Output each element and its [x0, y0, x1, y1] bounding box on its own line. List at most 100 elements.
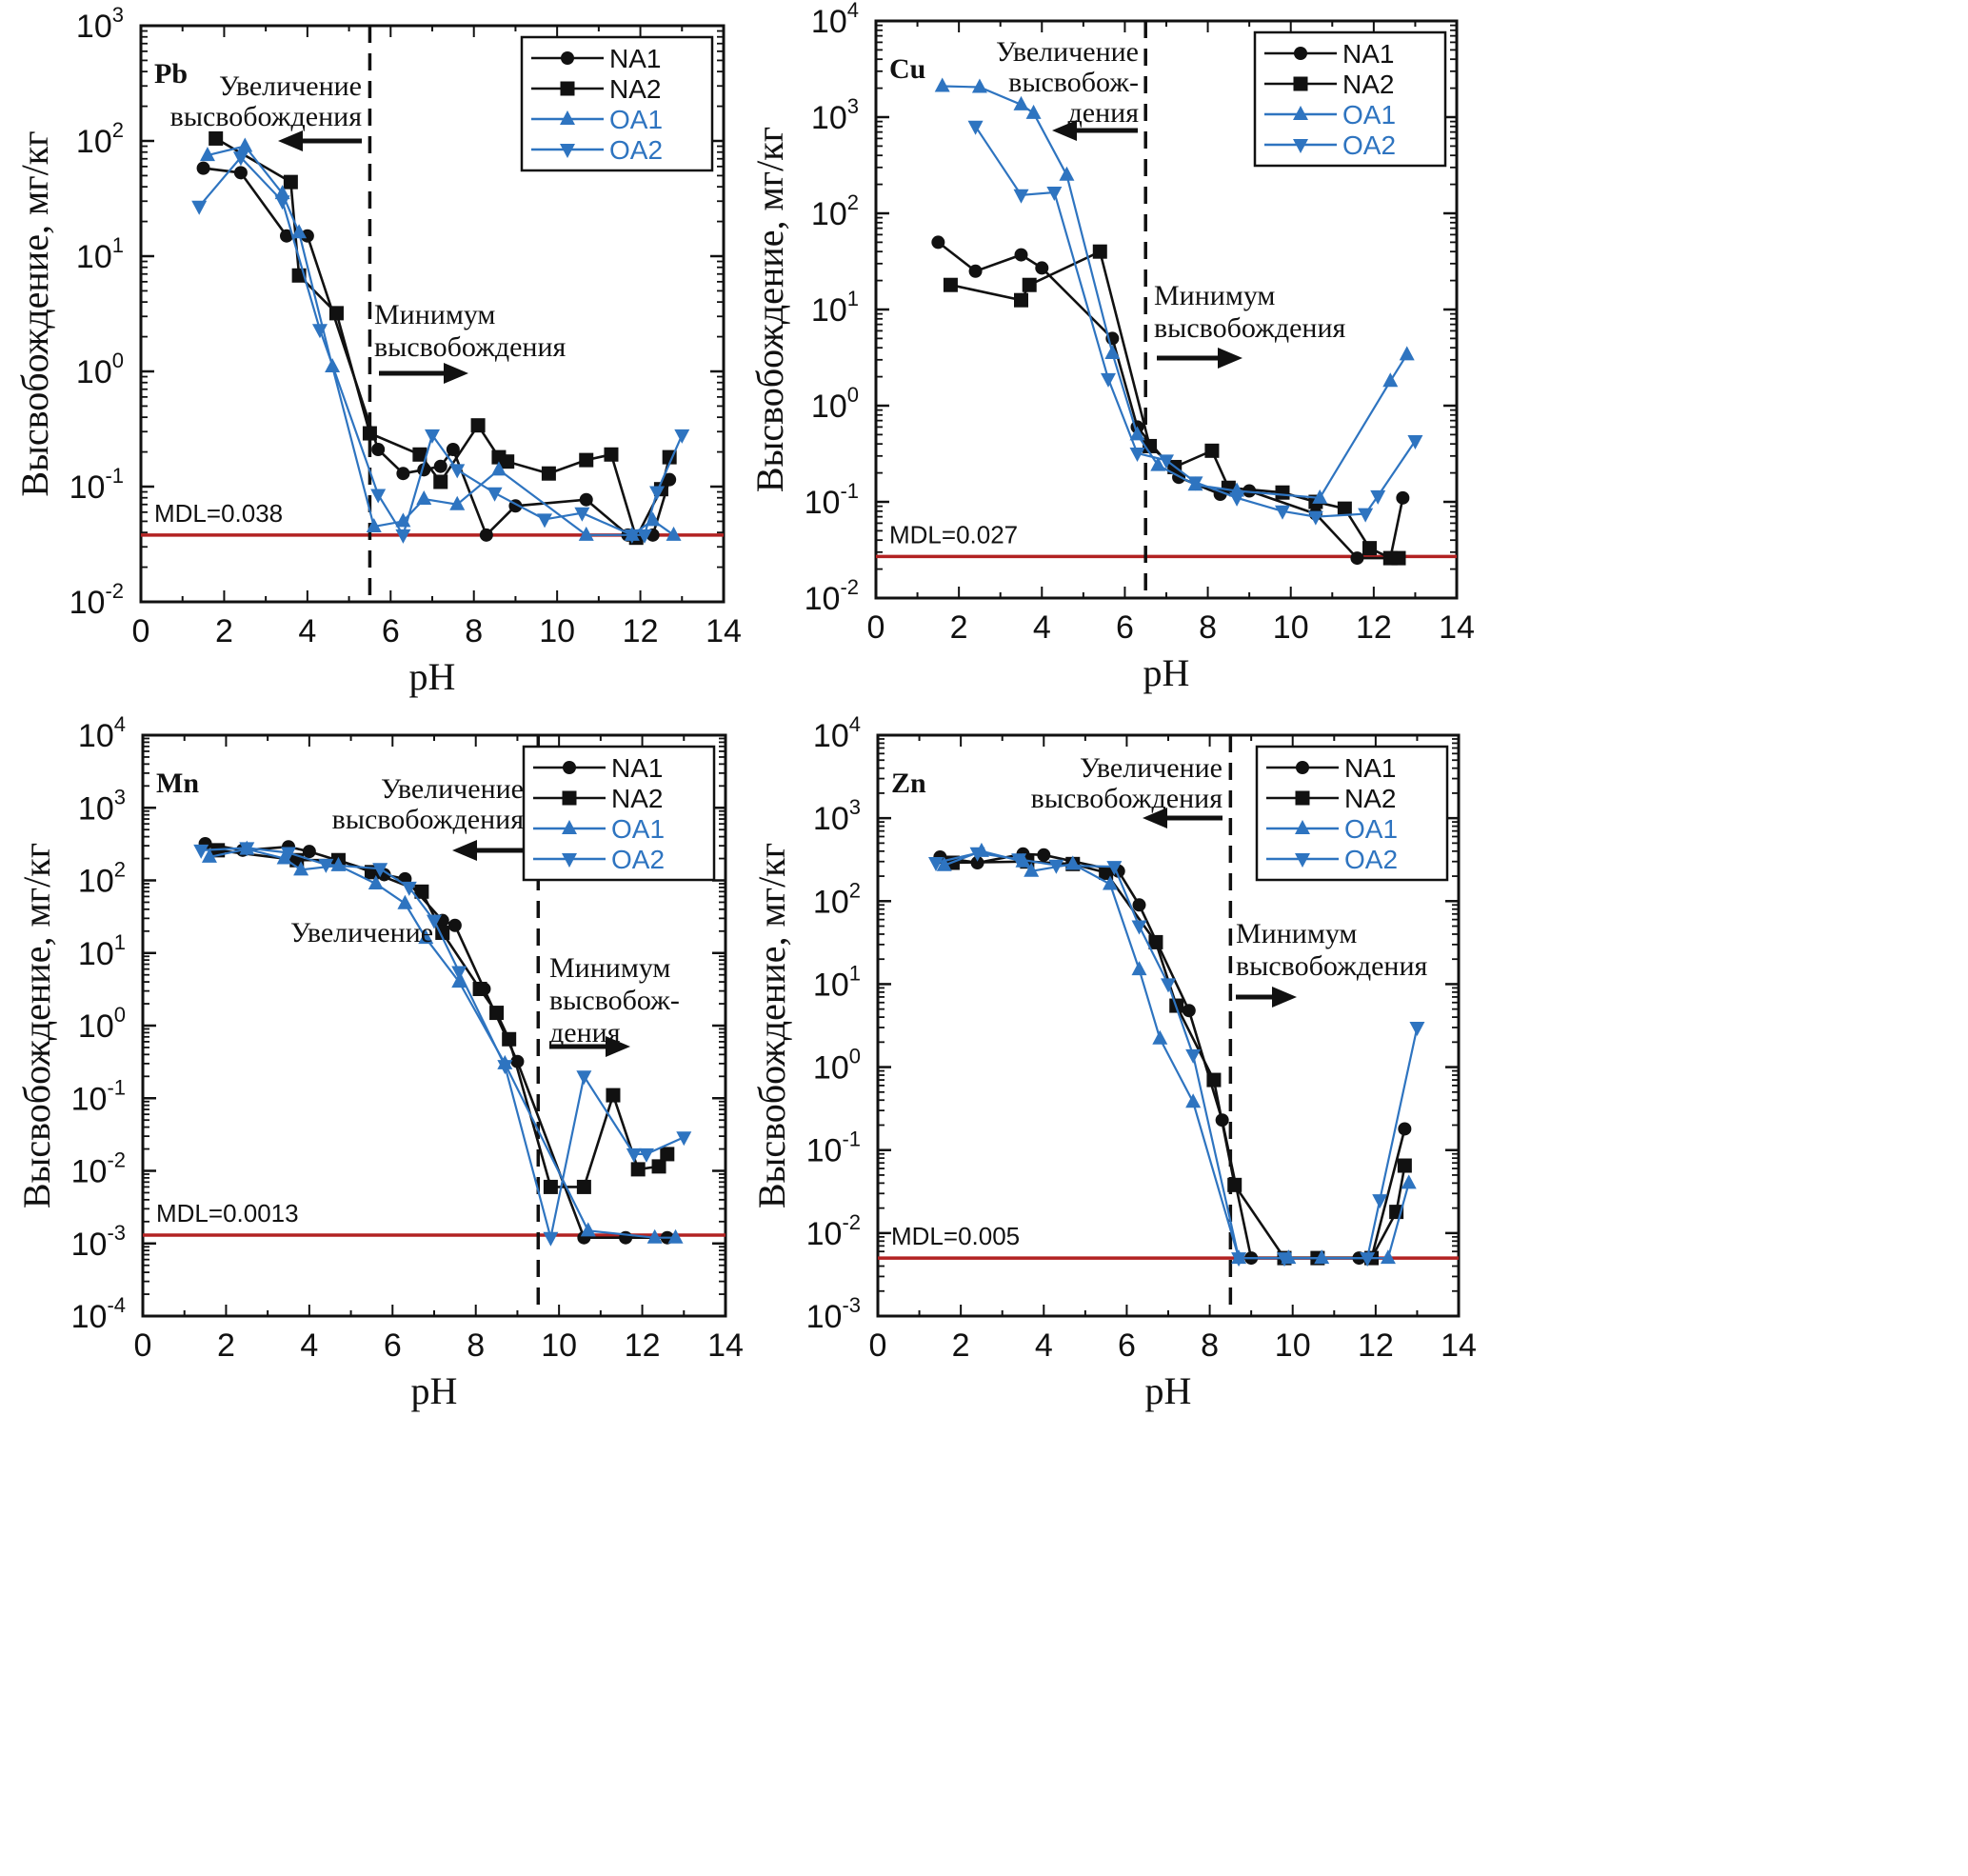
marker-triangle-up: [667, 1228, 684, 1244]
marker-square: [1022, 277, 1037, 292]
y-tick-label: 10-1: [805, 479, 859, 521]
legend-label: NA2: [1344, 784, 1396, 813]
series-na1: [933, 847, 1412, 1266]
x-tick-label: 6: [382, 613, 400, 649]
panel-label: Zn: [891, 768, 926, 799]
marker-triangle-down: [1277, 1252, 1292, 1267]
marker-triangle-down: [427, 914, 442, 929]
marker-square: [433, 474, 448, 489]
x-tick-label: 6: [1118, 1327, 1136, 1364]
marker-circle: [968, 264, 983, 278]
marker-square: [1295, 790, 1310, 806]
marker-triangle-down: [395, 529, 411, 544]
x-tick-label: 0: [132, 613, 150, 649]
y-tick-label: 104: [78, 712, 126, 754]
marker-triangle-down: [574, 507, 590, 522]
x-tick-label: 10: [1273, 609, 1309, 646]
x-tick-label: 14: [1439, 609, 1475, 646]
marker-triangle-up: [1293, 106, 1308, 120]
stray-label: Увеличение: [290, 917, 434, 948]
series-na2: [944, 854, 1412, 1266]
marker-circle: [196, 161, 210, 175]
marker-triangle-up: [971, 78, 987, 93]
marker-square: [562, 790, 577, 806]
marker-square: [470, 418, 486, 433]
annotation-increase: Увеличение: [219, 70, 362, 102]
marker-triangle-down: [1013, 189, 1029, 204]
annotation-minimum: высвобождения: [1154, 312, 1346, 344]
marker-triangle-down: [239, 842, 255, 857]
marker-circle: [280, 229, 293, 243]
marker-triangle-down: [624, 529, 640, 544]
marker-square: [560, 81, 575, 96]
y-tick-label: 103: [78, 785, 126, 827]
marker-triangle-up: [416, 490, 432, 506]
marker-triangle-down: [274, 195, 290, 210]
right-arrowhead-icon: [444, 363, 468, 384]
marker-triangle-down: [560, 144, 575, 158]
y-tick-label: 10-3: [806, 1293, 861, 1335]
annotation-increase: дения: [1068, 97, 1140, 129]
marker-square: [1397, 1158, 1412, 1173]
x-tick-label: 4: [1035, 1327, 1053, 1364]
marker-triangle-down: [281, 847, 296, 862]
marker-circle: [396, 467, 410, 481]
marker-square: [1143, 438, 1158, 453]
marker-triangle-up: [580, 1222, 596, 1237]
x-tick-label: 2: [952, 1327, 970, 1364]
marker-triangle-down: [1293, 139, 1308, 153]
marker-circle: [300, 229, 314, 243]
marker-triangle-down: [451, 966, 467, 981]
y-tick-label: 103: [76, 3, 124, 45]
marker-square: [541, 466, 556, 481]
marker-triangle-up: [646, 1228, 663, 1244]
marker-circle: [1296, 761, 1309, 774]
x-tick-label: 6: [384, 1327, 402, 1364]
marker-triangle-down: [674, 429, 690, 444]
marker-triangle-down: [487, 487, 503, 502]
x-tick-label: 10: [1275, 1327, 1311, 1364]
marker-triangle-up: [1314, 1249, 1330, 1265]
marker-square: [651, 1159, 666, 1174]
marker-triangle-up: [1312, 489, 1328, 504]
y-axis-title: Высвобождение, мг/кг: [13, 130, 56, 496]
x-tick-label: 8: [1201, 1327, 1219, 1364]
x-tick-label: 6: [1116, 609, 1134, 646]
marker-triangle-up: [666, 526, 682, 541]
x-axis-title: pH: [411, 1369, 458, 1412]
marker-square: [414, 884, 429, 899]
marker-triangle-down: [1101, 372, 1116, 388]
panel-label: Cu: [889, 53, 925, 85]
legend-label: NA2: [1342, 70, 1394, 99]
marker-square: [1362, 541, 1377, 556]
marker-triangle-down: [1229, 491, 1245, 507]
marker-triangle-down: [372, 863, 388, 878]
annotation-increase: высвобождения: [170, 101, 363, 132]
legend-box: [520, 35, 714, 172]
marker-triangle-up: [1024, 862, 1040, 877]
marker-triangle-down: [311, 324, 328, 339]
y-tick-label: 10-1: [71, 1075, 126, 1117]
y-tick-label: 103: [811, 94, 859, 136]
annotation-minimum: Минимум: [374, 299, 495, 330]
marker-circle: [1035, 261, 1049, 275]
marker-triangle-up: [1059, 166, 1075, 181]
marker-triangle-down: [1046, 187, 1063, 202]
marker-triangle-up: [293, 861, 309, 876]
marker-triangle-down: [193, 844, 209, 859]
marker-triangle-up: [1129, 426, 1145, 441]
annotation-minimum: Минимум: [549, 952, 670, 984]
x-tick-label: 0: [867, 609, 885, 646]
marker-triangle-up: [1152, 1029, 1168, 1045]
left-arrowhead-icon: [452, 840, 477, 861]
marker-triangle-up: [1382, 372, 1399, 388]
marker-circle: [1014, 248, 1028, 262]
mdl-label: MDL=0.027: [889, 520, 1018, 549]
marker-triangle-up: [397, 894, 413, 909]
y-tick-label: 10-2: [71, 1148, 126, 1190]
marker-square: [604, 447, 619, 462]
y-tick-label: 102: [76, 118, 124, 160]
chart-panel-pb: 10-2 10-1 100 101 102 103 0 2 4 6 8 10 12 14 pH Высвобо…: [13, 3, 742, 698]
annotation-increase: высвобож-: [1008, 67, 1139, 98]
